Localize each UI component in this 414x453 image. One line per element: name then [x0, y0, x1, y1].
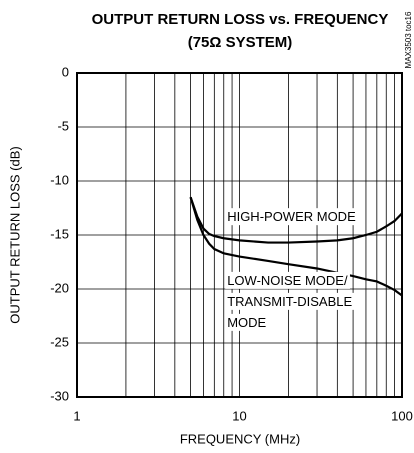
plot-frame	[76, 72, 403, 398]
y-axis-label: OUTPUT RETURN LOSS (dB)	[7, 146, 22, 323]
y-tick-label: -5	[57, 118, 69, 133]
annotation-bg	[225, 271, 350, 289]
line-series	[189, 196, 403, 244]
annotation-bg	[225, 208, 359, 226]
y-tick-label: -20	[50, 280, 69, 295]
x-tick-label: 1	[73, 408, 80, 423]
y-tick-label: 0	[62, 64, 69, 79]
chart-title: OUTPUT RETURN LOSS vs. FREQUENCY	[92, 11, 389, 28]
line-series	[189, 196, 403, 297]
chart-title: (75Ω SYSTEM)	[188, 34, 293, 51]
side-label: MAX3503 toc16	[404, 11, 413, 68]
annotation: HIGH-POWER MODE	[227, 209, 356, 224]
y-tick-label: -25	[50, 334, 69, 349]
x-tick-label: 100	[391, 408, 413, 423]
annotation-bg	[225, 292, 355, 310]
y-tick-label: -30	[50, 388, 69, 403]
annotation: TRANSMIT-DISABLE	[227, 294, 352, 309]
x-axis-label: FREQUENCY (MHz)	[180, 431, 300, 446]
annotation: MODE	[227, 315, 266, 330]
annotation-bg	[225, 313, 269, 331]
y-tick-label: -15	[50, 226, 69, 241]
x-tick-label: 10	[232, 408, 246, 423]
annotation: LOW-NOISE MODE/	[227, 273, 348, 288]
y-tick-label: -10	[50, 172, 69, 187]
